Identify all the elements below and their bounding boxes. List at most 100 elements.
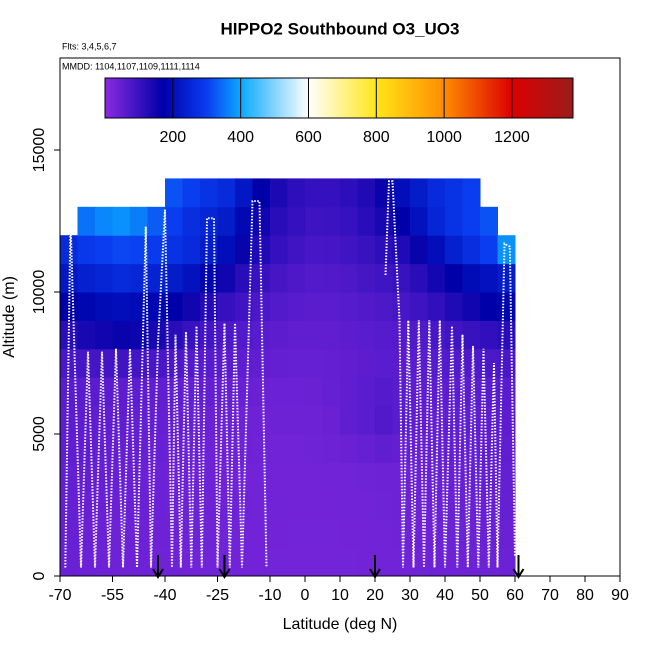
heat-cell [340,405,358,435]
heat-cell [287,490,306,520]
heat-cell [252,434,271,463]
heat-cell [147,320,166,350]
heat-cell [462,519,481,549]
heat-cell [60,519,78,549]
heat-cell [130,434,148,463]
heat-cell [112,377,131,407]
heat-cell [445,178,463,208]
heat-cell [217,348,236,378]
heat-cell [200,178,218,208]
heat-cell [357,377,376,407]
heat-cell [270,434,288,463]
heat-cell [462,320,481,350]
heat-cell [95,235,113,265]
heat-cell [287,519,306,549]
heat-cell [480,292,498,321]
heat-cell [427,519,446,549]
heat-cell [77,434,96,463]
heat-cell [480,235,498,265]
heat-cell [410,462,428,492]
heat-cell [322,206,341,236]
y-tick-label: 10000 [31,270,48,315]
heat-cell [270,263,288,293]
heat-cell [77,348,96,378]
heat-cell [147,235,166,265]
heat-cell [112,405,131,435]
heat-cell [340,462,358,492]
heat-cell [392,519,411,549]
heat-cell [462,292,481,321]
heat-cell [462,263,481,293]
heat-cell [235,235,253,265]
heat-cell [95,462,113,492]
heat-cell [252,547,271,577]
heat-cell [375,348,393,378]
heat-cell [77,292,96,321]
heat-cell [235,292,253,321]
x-tick-label: 90 [611,587,629,604]
heat-cell [112,462,131,492]
heat-cell [182,263,201,293]
heat-cell [252,206,271,236]
heat-cell [340,490,358,520]
colorbar-tick-label: 200 [159,129,186,146]
heat-cell [182,405,201,435]
heat-cell [340,235,358,265]
heat-cell [357,348,376,378]
heat-cell [305,320,323,350]
heat-cell [410,348,428,378]
heat-cell [322,235,341,265]
arrow [152,555,164,579]
heat-cell [147,434,166,463]
heat-cell [165,348,183,378]
heat-cell [60,405,78,435]
heat-cell [165,206,183,236]
heat-cell [462,235,481,265]
heat-cell [375,405,393,435]
heat-cell [462,178,481,208]
x-tick-label: -55 [101,587,124,604]
heat-cell [427,263,446,293]
heat-cell [375,377,393,407]
heat-cell [270,178,288,208]
heat-cell [497,547,516,577]
heat-cell [130,348,148,378]
heat-cell [165,320,183,350]
heat-cell [287,547,306,577]
heat-cell [497,434,516,463]
colorbar-tick-label: 800 [363,129,390,146]
heat-cell [112,519,131,549]
arrow [369,555,381,579]
heat-cell [480,434,498,463]
heat-cell [340,263,358,293]
heat-cell [375,490,393,520]
heat-cell [165,547,183,577]
heat-cell [77,377,96,407]
heat-cell [287,405,306,435]
colorbar-tick-label: 600 [295,129,322,146]
heat-cell [410,178,428,208]
heat-cell [77,235,96,265]
heat-cell [147,377,166,407]
heat-cell [497,462,516,492]
heat-cell [322,263,341,293]
heat-cell [287,377,306,407]
heat-cell [357,519,376,549]
heat-cell [375,462,393,492]
heat-cell [270,292,288,321]
heat-cell [112,206,131,236]
heat-cell [445,348,463,378]
heat-cell [357,292,376,321]
heat-cell [375,320,393,350]
heat-cell [305,377,323,407]
heat-cell [165,235,183,265]
heat-cell [497,348,516,378]
heat-cell [322,490,341,520]
heat-cell [340,348,358,378]
heat-cell [322,348,341,378]
flight-track [64,180,516,568]
heat-cell [392,320,411,350]
heat-cell [445,547,463,577]
heat-cell [95,490,113,520]
heat-cell [480,490,498,520]
